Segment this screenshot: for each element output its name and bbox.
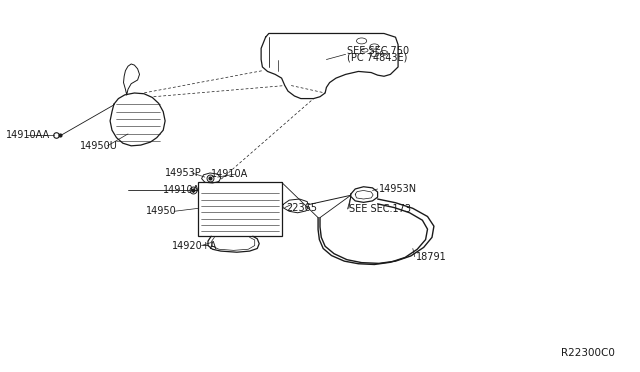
Text: SEE SEC.750: SEE SEC.750 [347, 46, 409, 56]
Text: 18791: 18791 [416, 253, 447, 262]
Text: 14910A: 14910A [211, 169, 248, 179]
Text: 14950: 14950 [146, 206, 177, 216]
Text: 14910A: 14910A [163, 185, 200, 195]
Text: 14950U: 14950U [80, 141, 118, 151]
Text: (PC 74843E): (PC 74843E) [347, 53, 407, 62]
Text: 14953P: 14953P [165, 168, 202, 178]
Text: 22365: 22365 [287, 203, 317, 212]
Text: 14910AA: 14910AA [6, 130, 51, 140]
Text: 14920+A: 14920+A [172, 241, 217, 250]
Text: R22300C0: R22300C0 [561, 348, 614, 358]
Text: 14953N: 14953N [379, 184, 417, 194]
Text: SEE SEC.173: SEE SEC.173 [349, 204, 411, 214]
Bar [198, 182, 282, 236]
